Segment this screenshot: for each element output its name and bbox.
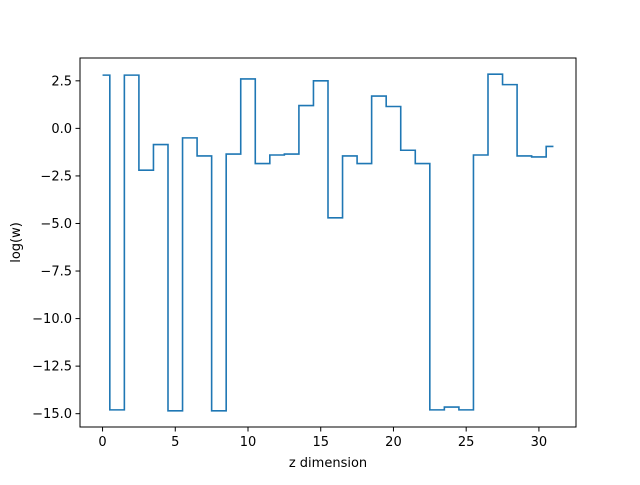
x-tick-label: 0 xyxy=(98,435,106,450)
plot-area xyxy=(102,73,554,412)
y-tick-label: −5.0 xyxy=(40,217,72,232)
y-axis-label: log(w) xyxy=(9,222,24,263)
x-tick-label: 20 xyxy=(385,435,402,450)
x-tick-label: 30 xyxy=(531,435,548,450)
x-axis: 0 5 10 15 20 25 30 xyxy=(98,427,547,450)
x-axis-label: z dimension xyxy=(289,456,367,471)
y-tick-label: −7.5 xyxy=(40,265,72,280)
y-tick-label: −2.5 xyxy=(40,169,72,184)
x-tick-label: 5 xyxy=(171,435,179,450)
axes-frame xyxy=(79,57,577,428)
y-tick-label: 2.5 xyxy=(51,74,72,89)
y-tick-label: −15.0 xyxy=(32,407,72,422)
x-tick-label: 10 xyxy=(240,435,257,450)
series-line xyxy=(102,73,554,412)
y-tick-label: 0.0 xyxy=(51,122,72,137)
x-tick-label: 15 xyxy=(312,435,329,450)
x-tick-label: 25 xyxy=(458,435,475,450)
y-tick-label: −10.0 xyxy=(32,312,72,327)
y-tick-label: −12.5 xyxy=(32,360,72,375)
y-axis: 2.5 0.0 −2.5 −5.0 −7.5 −10.0 −12.5 −15.0 xyxy=(32,74,80,422)
